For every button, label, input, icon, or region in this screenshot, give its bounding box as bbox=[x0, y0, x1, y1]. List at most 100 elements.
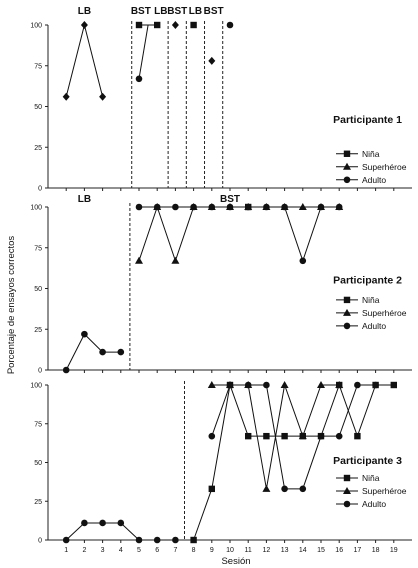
phase-label: LB bbox=[154, 6, 167, 17]
legend-label: Adulto bbox=[362, 499, 386, 509]
x-tick-label: 10 bbox=[226, 547, 234, 554]
x-tick-label: 5 bbox=[137, 547, 141, 554]
legend-marker bbox=[343, 176, 351, 184]
y-tick-label: 100 bbox=[30, 23, 42, 30]
legend-marker bbox=[343, 500, 351, 508]
data-point bbox=[335, 203, 343, 211]
data-point bbox=[263, 432, 270, 440]
data-point bbox=[153, 536, 161, 544]
data-point bbox=[208, 56, 216, 65]
x-tick-label: 1 bbox=[64, 547, 68, 554]
participant-title: Participante 2 bbox=[333, 275, 402, 287]
y-tick-label: 50 bbox=[34, 104, 42, 111]
data-point bbox=[171, 256, 180, 264]
data-point bbox=[207, 381, 216, 388]
data-point bbox=[62, 92, 70, 101]
legend-marker bbox=[343, 150, 351, 157]
y-tick-label: 0 bbox=[38, 538, 42, 545]
x-tick-label: 14 bbox=[299, 547, 307, 554]
series-line bbox=[139, 206, 340, 263]
data-point bbox=[81, 519, 88, 527]
legend-item: Adulto bbox=[336, 175, 386, 185]
series-line bbox=[193, 383, 394, 541]
data-point bbox=[190, 536, 197, 544]
data-point bbox=[62, 536, 70, 544]
data-point bbox=[226, 21, 234, 29]
x-tick-label: 9 bbox=[210, 547, 214, 554]
data-point bbox=[354, 432, 361, 440]
y-tick-label: 0 bbox=[38, 368, 42, 375]
series-adulto bbox=[62, 203, 343, 374]
phase-label: LB bbox=[78, 194, 91, 205]
legend-label: Superhéroe bbox=[362, 162, 407, 172]
series-line bbox=[65, 24, 104, 97]
x-tick-label: 3 bbox=[101, 547, 105, 554]
data-point bbox=[153, 203, 161, 211]
phase-label: LB bbox=[78, 6, 91, 17]
data-point bbox=[135, 203, 143, 211]
data-point bbox=[154, 21, 161, 29]
legend-item: Superhéroe bbox=[336, 308, 407, 318]
y-tick-label: 100 bbox=[30, 383, 42, 390]
x-tick-label: 12 bbox=[263, 547, 271, 554]
legend-label: Superhéroe bbox=[362, 486, 407, 496]
legend-label: Niña bbox=[362, 149, 380, 159]
data-point bbox=[99, 92, 107, 101]
participant-title: Participante 1 bbox=[333, 114, 402, 126]
y-tick-label: 25 bbox=[34, 327, 42, 334]
y-tick-label: 75 bbox=[34, 421, 42, 428]
data-point bbox=[135, 256, 143, 264]
data-point bbox=[281, 203, 288, 211]
data-point bbox=[372, 381, 379, 389]
legend-label: Adulto bbox=[362, 321, 386, 331]
data-point bbox=[280, 381, 289, 388]
phase-label: BST bbox=[204, 6, 224, 17]
data-point bbox=[99, 348, 106, 356]
data-point bbox=[263, 203, 270, 211]
x-tick-label: 11 bbox=[245, 547, 252, 554]
data-point bbox=[226, 381, 234, 389]
legend-item: Niña bbox=[336, 149, 380, 159]
phase-label: BST bbox=[220, 194, 240, 205]
x-tick-label: 15 bbox=[317, 547, 325, 554]
y-tick-label: 75 bbox=[34, 63, 42, 70]
data-point bbox=[62, 366, 70, 374]
data-point bbox=[208, 485, 215, 493]
x-tick-label: 17 bbox=[354, 547, 362, 554]
data-point bbox=[317, 432, 325, 440]
series-line bbox=[138, 205, 340, 263]
data-point bbox=[335, 432, 343, 440]
data-point bbox=[135, 536, 143, 544]
y-tick-label: 75 bbox=[34, 245, 42, 252]
data-point bbox=[117, 348, 125, 356]
data-point bbox=[335, 381, 344, 388]
data-point bbox=[281, 485, 288, 493]
x-tick-label: 13 bbox=[281, 547, 289, 554]
x-tick-label: 8 bbox=[192, 547, 196, 554]
data-point bbox=[299, 257, 307, 265]
data-point bbox=[190, 21, 197, 29]
x-tick-label: 4 bbox=[119, 547, 123, 554]
legend-item: Adulto bbox=[336, 499, 386, 509]
legend-marker bbox=[343, 322, 351, 330]
legend-item: Superhéroe bbox=[336, 486, 407, 496]
series-adulto bbox=[135, 21, 234, 83]
x-tick-label: 6 bbox=[155, 547, 159, 554]
data-point bbox=[299, 485, 307, 493]
data-point bbox=[281, 432, 288, 440]
legend-label: Adulto bbox=[362, 175, 386, 185]
data-point bbox=[172, 536, 179, 544]
data-point bbox=[244, 381, 252, 389]
y-tick-label: 25 bbox=[34, 499, 42, 506]
data-point bbox=[81, 330, 88, 338]
legend-marker bbox=[343, 487, 351, 494]
phase-label: LB bbox=[189, 6, 202, 17]
data-point bbox=[99, 519, 106, 527]
y-tick-label: 50 bbox=[34, 460, 42, 467]
series-line bbox=[211, 384, 376, 490]
phase-label: BST bbox=[167, 6, 187, 17]
x-tick-label: 19 bbox=[390, 547, 398, 554]
